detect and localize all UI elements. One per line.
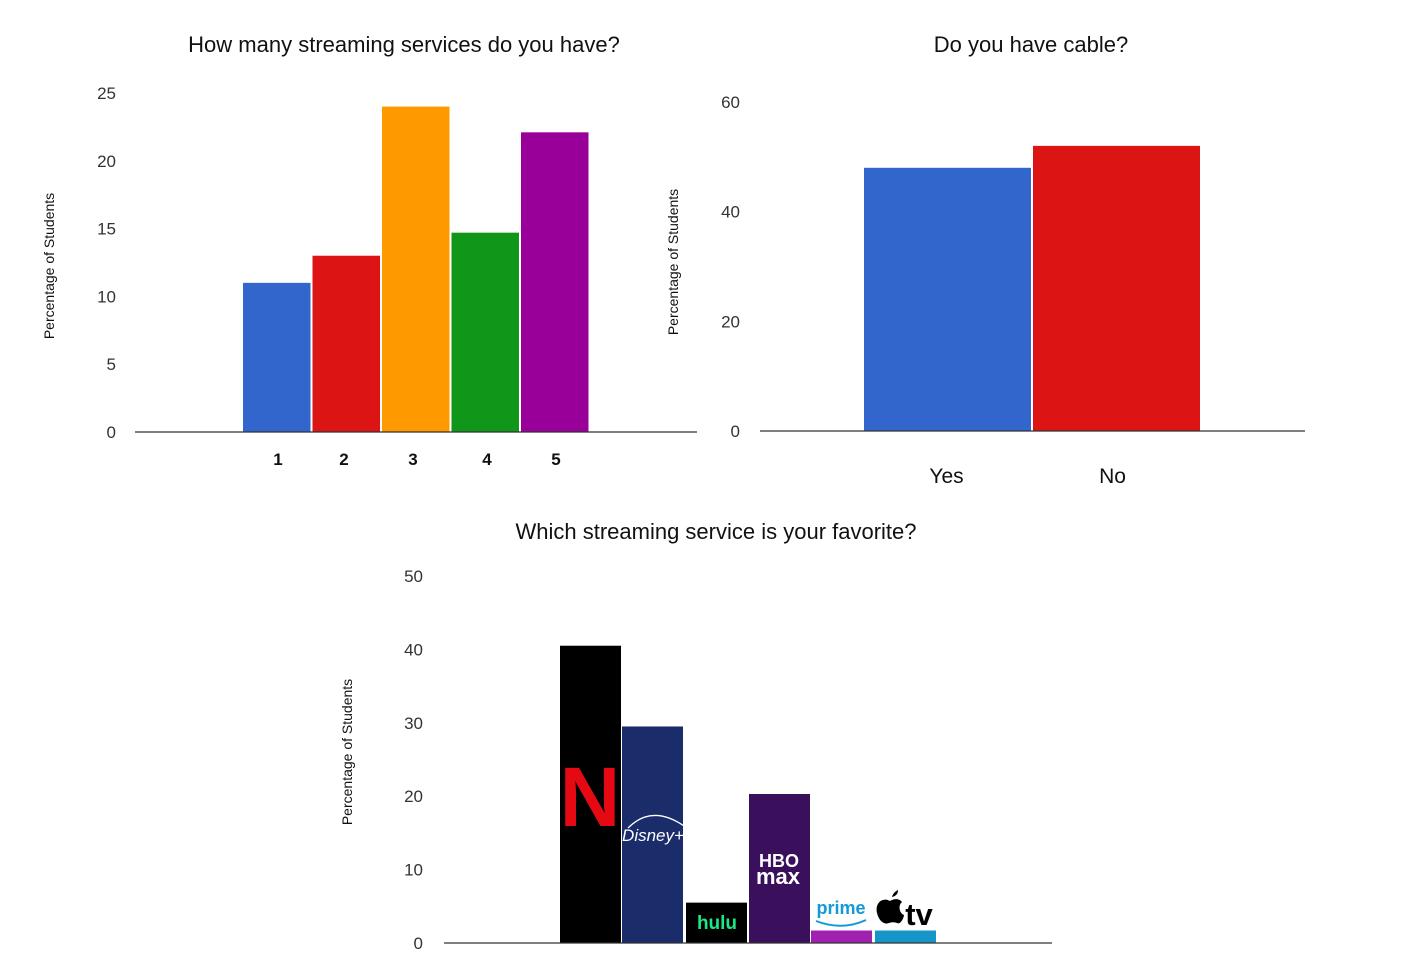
chart1-x-tick: 1 — [273, 450, 282, 469]
chart1-y-tick: 5 — [107, 355, 116, 374]
chart1-x-tick: 4 — [482, 450, 492, 469]
chart1-y-tick: 0 — [107, 423, 116, 442]
chart1-y-tick: 10 — [97, 287, 116, 306]
chart1-bar-5 — [521, 132, 589, 432]
chart1-y-tick: 15 — [97, 220, 116, 239]
chart1-title: How many streaming services do you have? — [188, 32, 620, 57]
chart1-bar-3 — [382, 106, 450, 432]
chart1-bar-1 — [243, 282, 311, 432]
chart1-bar-2 — [312, 255, 380, 432]
chart1-y-axis-label: Percentage of Students — [41, 193, 57, 339]
chart1-y-tick: 20 — [97, 152, 116, 171]
chart1-y-tick: 25 — [97, 84, 116, 103]
chart1-x-tick: 3 — [408, 450, 417, 469]
chart1-x-tick: 5 — [551, 450, 560, 469]
chart1-x-tick: 2 — [339, 450, 348, 469]
chart1-bar-4 — [451, 232, 519, 432]
